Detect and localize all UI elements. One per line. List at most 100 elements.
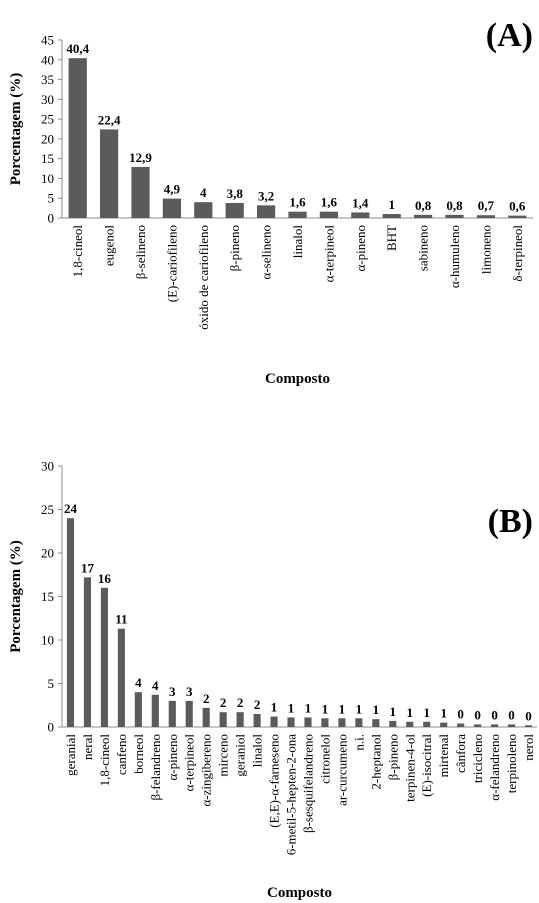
x-axis-title: Composto xyxy=(265,371,330,387)
bar xyxy=(151,694,159,727)
bar xyxy=(491,724,499,727)
y-tick-label: 30 xyxy=(41,459,54,474)
bar xyxy=(524,725,533,727)
data-label: 1 xyxy=(390,704,397,719)
data-label: 0 xyxy=(474,707,481,722)
bar xyxy=(474,724,482,727)
bar xyxy=(355,718,363,727)
data-label: 4 xyxy=(152,678,159,693)
bar xyxy=(319,211,339,218)
bar xyxy=(100,587,108,727)
bar xyxy=(185,700,193,727)
category-label: linalol xyxy=(250,734,265,768)
data-label: 1 xyxy=(388,197,395,212)
category-label: mirtenal xyxy=(436,734,451,778)
category-label: β-sesquifelandreno xyxy=(300,734,315,833)
category-label: 1,8-cineol xyxy=(97,734,112,787)
bar xyxy=(202,707,210,727)
bar xyxy=(508,215,527,218)
category-label: eugenol xyxy=(102,225,117,267)
data-label: 0,8 xyxy=(446,198,463,213)
bar xyxy=(288,211,307,218)
data-label: 17 xyxy=(81,560,95,575)
data-label: 1,6 xyxy=(321,195,338,210)
category-label: linalol xyxy=(290,225,305,259)
data-label: 0,8 xyxy=(415,198,432,213)
category-label: ar-curcumeno xyxy=(334,734,349,806)
category-label: 2-heptanol xyxy=(368,734,383,790)
data-label: 4,9 xyxy=(164,182,181,197)
panel-label: (A) xyxy=(486,17,533,54)
category-label: α-terpineol xyxy=(321,225,336,283)
data-label: 16 xyxy=(98,571,112,586)
data-label: 3 xyxy=(169,684,176,699)
category-label: α-felandreno xyxy=(487,734,502,801)
data-label: 0 xyxy=(508,707,515,722)
bar xyxy=(162,198,182,218)
data-label: 3 xyxy=(186,684,193,699)
category-label: canfeno xyxy=(114,734,129,775)
bar xyxy=(351,212,370,218)
category-label: nerol xyxy=(521,734,536,761)
data-label: 2 xyxy=(254,697,261,712)
category-label: (E,E)-α-farneseno xyxy=(267,734,282,828)
data-label: 1 xyxy=(271,700,278,715)
bar xyxy=(225,202,244,218)
category-label: terpinoleno xyxy=(504,734,519,793)
category-label: δ-terpineol xyxy=(510,225,525,282)
bar xyxy=(131,166,150,218)
data-label: 11 xyxy=(115,612,127,627)
y-tick-label: 20 xyxy=(41,131,54,146)
bar xyxy=(423,721,431,727)
bar xyxy=(389,720,397,727)
category-label: n.i. xyxy=(351,734,366,751)
y-tick-label: 30 xyxy=(41,92,54,107)
category-label: neral xyxy=(80,734,95,760)
bar xyxy=(338,718,346,727)
data-label: 0,7 xyxy=(478,198,495,213)
category-label: α-humuleno xyxy=(447,225,462,288)
bar xyxy=(253,713,261,727)
y-tick-label: 15 xyxy=(41,151,54,166)
panel-label: (B) xyxy=(488,503,533,540)
y-tick-label: 5 xyxy=(48,191,55,206)
data-label: 1 xyxy=(288,700,295,715)
data-label: 0 xyxy=(525,708,532,723)
category-label: limoneno xyxy=(478,225,493,274)
bar xyxy=(117,628,125,727)
data-label: 1,6 xyxy=(289,195,306,210)
y-tick-label: 0 xyxy=(48,720,55,735)
data-label: 3,2 xyxy=(258,188,274,203)
data-label: 0,6 xyxy=(509,199,526,214)
x-axis-title: Composto xyxy=(267,885,332,901)
y-tick-label: 45 xyxy=(41,33,54,48)
category-label: (E)-isocitral xyxy=(419,734,434,797)
category-label: borneol xyxy=(131,734,146,774)
data-label: 1 xyxy=(322,701,329,716)
bar xyxy=(304,717,312,727)
category-label: (E)-cariofileno xyxy=(164,225,179,302)
chart-panel-a: (A) 0 5 10 15 20 25 30 35 40 45 Porcentagem (%) 40,4… xyxy=(8,17,533,387)
category-label: citronelol xyxy=(317,734,332,784)
y-tick-label: 35 xyxy=(41,72,54,87)
category-label: 1,8-cineol xyxy=(70,225,85,278)
category-label: β-pineno xyxy=(385,734,400,780)
bar xyxy=(270,716,278,727)
data-label: 1,4 xyxy=(352,195,369,210)
data-label: 40,4 xyxy=(66,41,89,56)
category-label: α-pineno xyxy=(165,734,180,781)
category-label: β-pineno xyxy=(227,225,242,271)
category-label: mirceno xyxy=(216,734,231,777)
y-tick-label: 25 xyxy=(41,502,54,517)
y-tick-label: 40 xyxy=(41,52,54,67)
bar xyxy=(83,577,92,727)
y-tick-label: 25 xyxy=(41,112,54,127)
data-label: 1 xyxy=(339,701,346,716)
y-tick-label: 20 xyxy=(41,546,54,561)
category-label: tricicleno xyxy=(470,734,485,783)
bar xyxy=(194,202,213,218)
y-tick-label: 5 xyxy=(48,676,55,691)
category-label: terpinen-4-ol xyxy=(402,734,417,802)
category-label: cânfora xyxy=(453,734,468,773)
